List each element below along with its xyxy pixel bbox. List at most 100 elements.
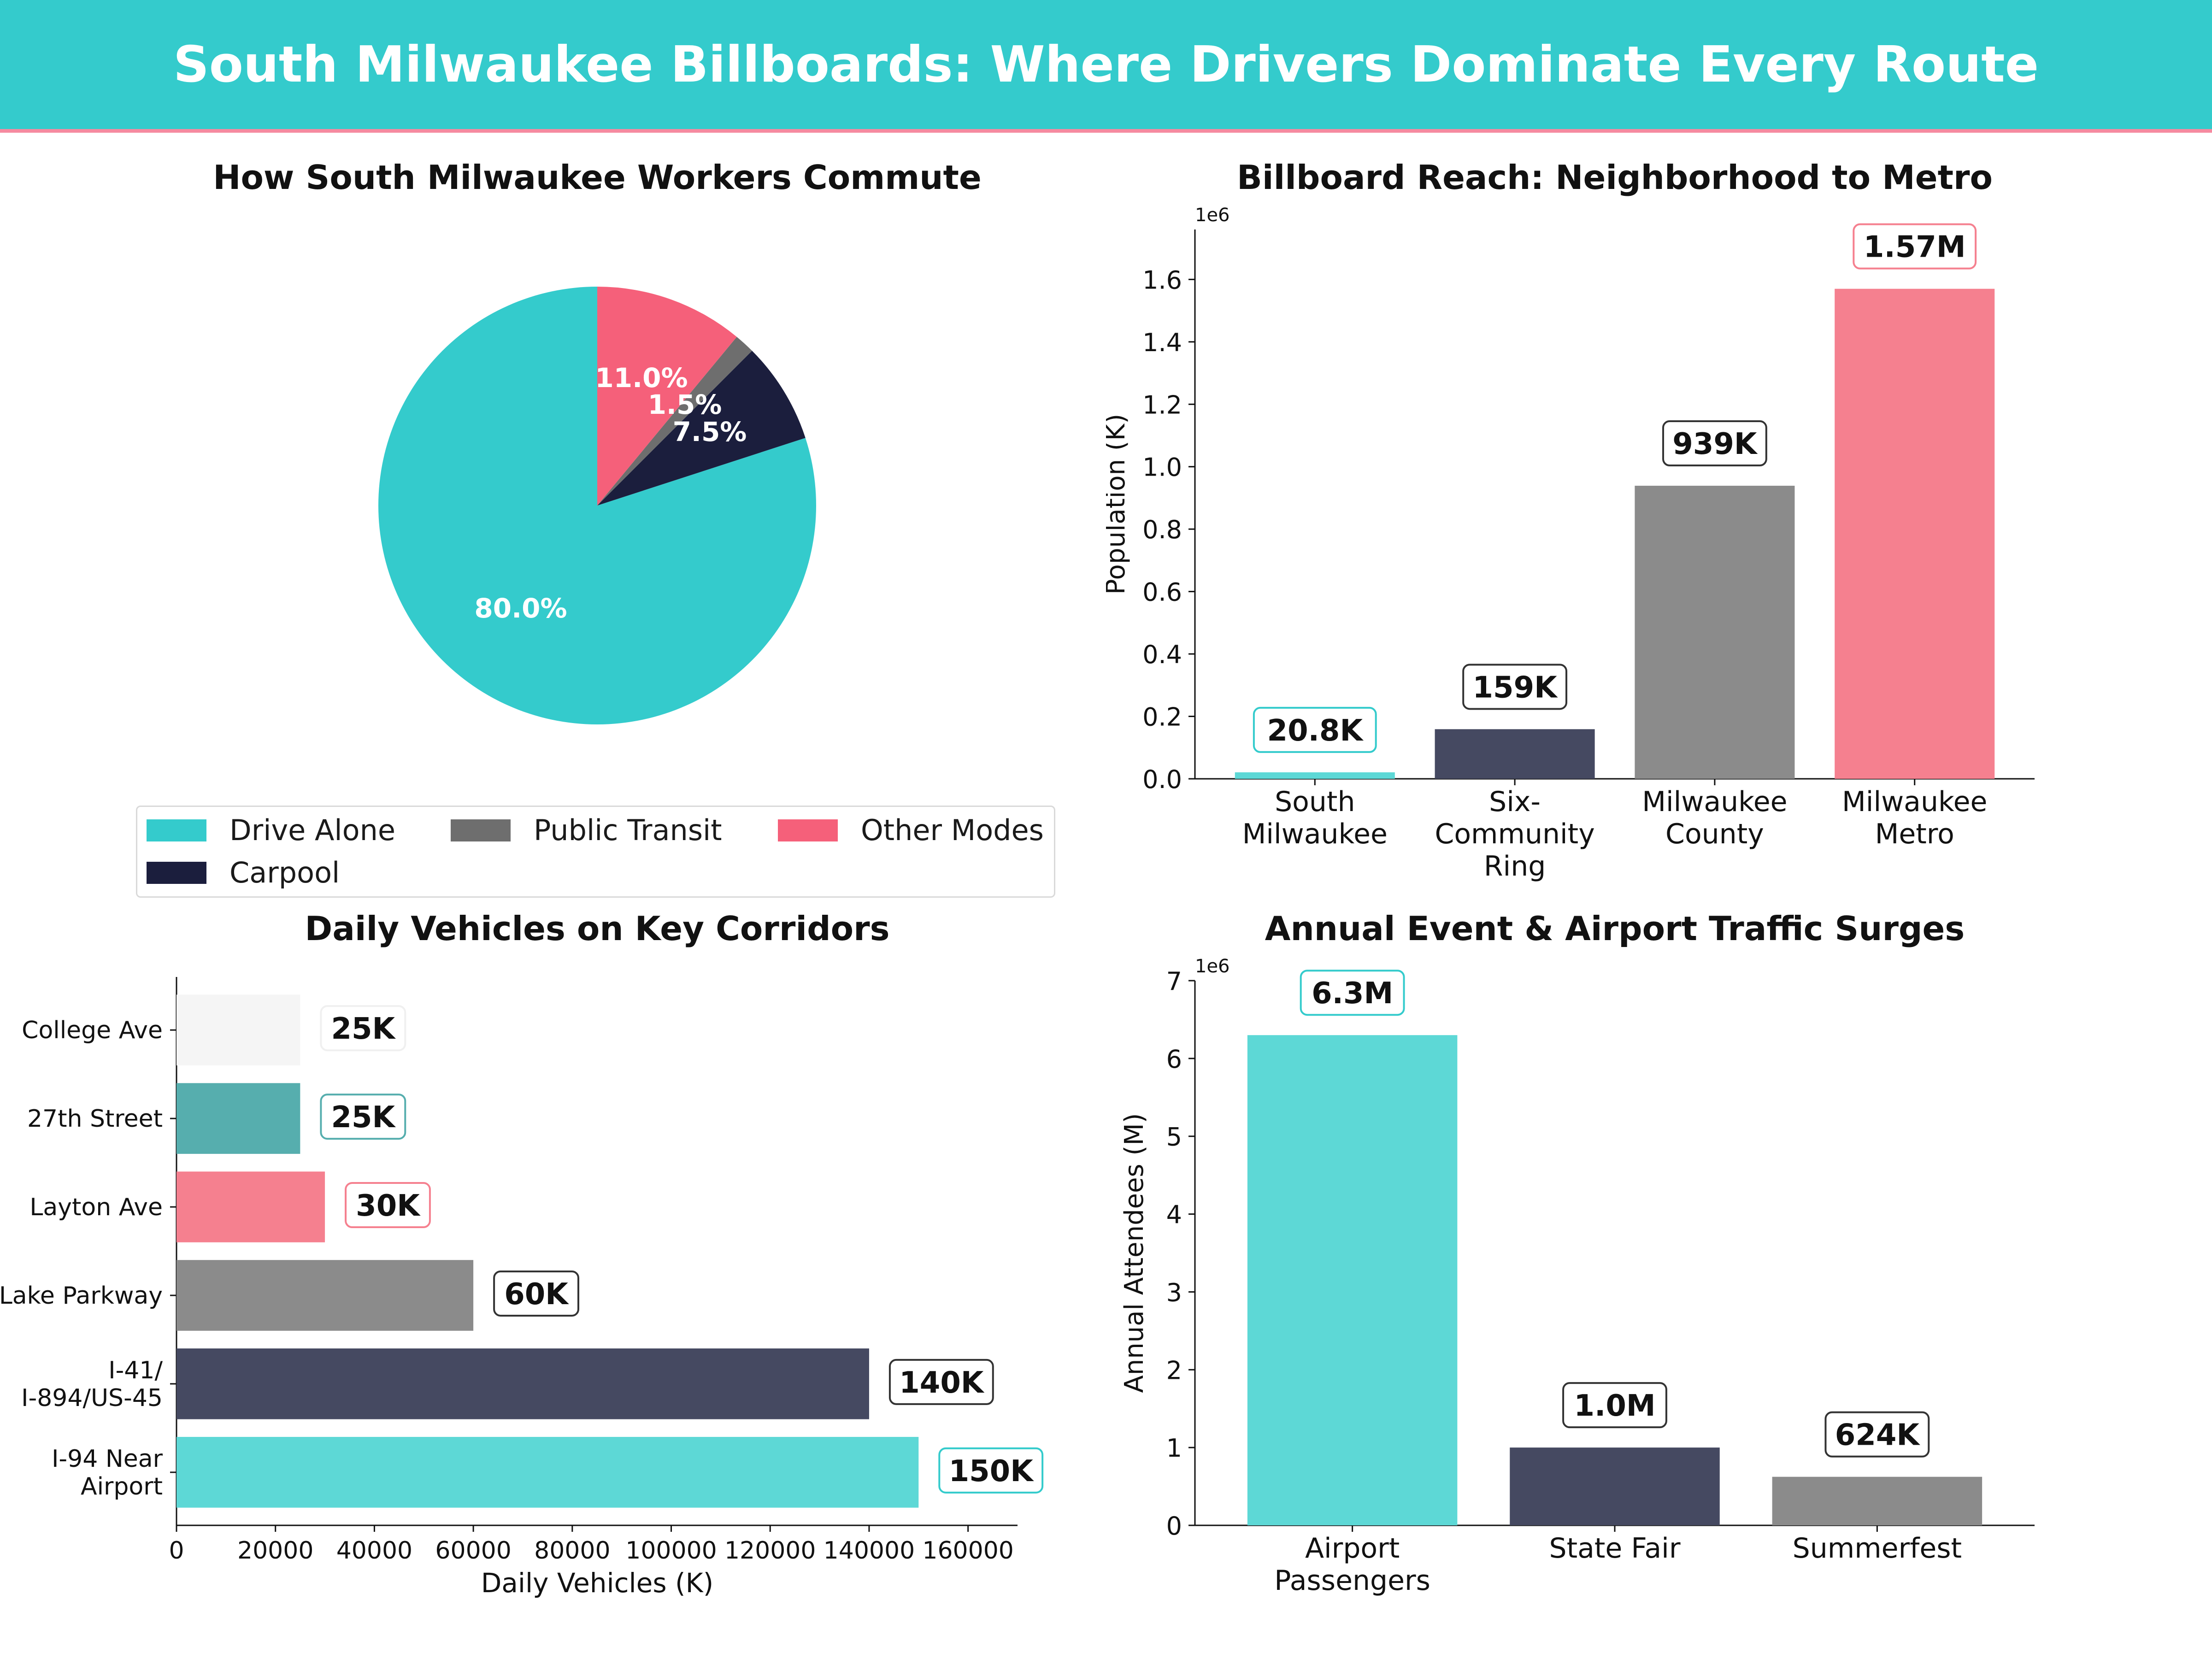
events-ytick-label: 0 — [1166, 1512, 1182, 1541]
events-bar — [1510, 1447, 1720, 1525]
corridors-xtick-label: 140000 — [824, 1537, 915, 1565]
header-underline — [0, 129, 2212, 133]
reach-value-label-text: 20.8K — [1267, 714, 1364, 748]
corridors-value-label-box — [493, 1270, 579, 1317]
reach-value-label: 1.57M — [1853, 223, 1977, 270]
header-banner — [0, 0, 2212, 129]
events-ytick-label: 1 — [1166, 1434, 1182, 1463]
events-value-label: 624K — [1824, 1411, 1930, 1458]
reach-value-label-box — [1662, 420, 1767, 467]
events-value-label: 6.3M — [1300, 970, 1405, 1016]
legend-swatch — [147, 861, 206, 884]
pie-label-drive-alone: 80.0% — [474, 593, 567, 624]
corridors-bar — [176, 1260, 474, 1331]
commute-legend: Drive Alone Public Transit Other Modes Carp… — [136, 806, 1055, 898]
reach-bar-chart: Billboard Reach: Neighborhood to Metro 1e… — [1106, 158, 2035, 882]
reach-value-label-box — [1462, 664, 1568, 710]
corridors-value-label: 25K — [320, 1005, 406, 1052]
pie-label-other-modes: 11.0% — [595, 362, 688, 394]
reach-value-label: 20.8K — [1253, 706, 1377, 753]
legend-label: Carpool — [229, 856, 340, 889]
reach-value-label-box — [1853, 223, 1977, 270]
reach-xtick-label: Milwaukee Metro — [1842, 786, 1987, 850]
commute-pie-chart: How South Milwaukee Workers Commute 80.0%… — [213, 158, 982, 725]
events-ylabel: Annual Attendees (M) — [1119, 1113, 1149, 1393]
reach-bar — [1435, 729, 1595, 779]
corridors-bar — [176, 1083, 300, 1154]
corridors-ytick-label: I-94 Near Airport — [52, 1445, 163, 1500]
reach-bar — [1835, 288, 1995, 779]
corridors-value-label: 150K — [938, 1447, 1044, 1494]
legend-item-drive-alone: Drive Alone — [147, 813, 395, 847]
corridors-ytick-label: I-41/I-894/US-45 — [21, 1357, 163, 1412]
pie-slice-drive-alone — [378, 287, 817, 725]
reach-ytick-label: 0.6 — [1142, 578, 1182, 607]
corridor-bar-chart: Daily Vehicles on Key Corridors 0 20000 400… — [0, 909, 1044, 1599]
reach-value-label: 939K — [1662, 420, 1767, 467]
corridors-value-label-text: 25K — [331, 1100, 396, 1135]
corridors-value-label-text: 60K — [504, 1277, 569, 1312]
corridors-bar — [176, 1437, 919, 1508]
events-value-label-text: 1.0M — [1574, 1389, 1655, 1423]
legend-swatch — [451, 819, 511, 841]
corridors-value-label-box — [888, 1359, 994, 1405]
corridors-xtick-label: 160000 — [922, 1537, 1014, 1565]
events-value-label-box — [1824, 1411, 1930, 1458]
reach-bar — [1235, 772, 1395, 779]
corridors-value-label-text: 140K — [899, 1366, 985, 1400]
commute-title: How South Milwaukee Workers Commute — [213, 158, 982, 197]
legend-swatch — [147, 819, 206, 841]
corridors-value-label: 60K — [493, 1270, 579, 1317]
corridors-title: Daily Vehicles on Key Corridors — [305, 909, 890, 948]
reach-ytick-label: 1.0 — [1142, 453, 1182, 482]
reach-offset-text: 1e6 — [1195, 205, 1230, 226]
reach-ytick-label: 1.2 — [1142, 390, 1182, 419]
events-value-label-text: 6.3M — [1312, 977, 1393, 1011]
pie-slice-other-modes — [597, 287, 737, 506]
reach-value-label-box — [1253, 706, 1377, 753]
events-ytick-label: 7 — [1166, 967, 1182, 996]
reach-xtick-label: Milwaukee County — [1642, 786, 1787, 850]
reach-value-label-text: 939K — [1672, 427, 1758, 461]
corridors-value-label-box — [345, 1182, 431, 1229]
corridors-xtick-label: 120000 — [724, 1537, 816, 1565]
events-bar — [1772, 1477, 1983, 1525]
legend-label: Public Transit — [534, 813, 722, 847]
events-bar — [1247, 1035, 1458, 1525]
reach-ytick-label: 0.2 — [1142, 703, 1182, 732]
events-ytick-label: 2 — [1166, 1356, 1182, 1385]
reach-value-label-text: 1.57M — [1864, 230, 1966, 265]
corridors-bar — [176, 1171, 325, 1242]
legend-label: Drive Alone — [229, 813, 396, 847]
corridors-xtick-label: 20000 — [237, 1537, 313, 1565]
corridors-value-label-box — [938, 1447, 1044, 1494]
corridors-bar — [176, 994, 300, 1065]
legend-item-public-transit: Public Transit — [451, 813, 722, 847]
corridors-value-label: 25K — [320, 1094, 406, 1140]
pie-label-carpool: 7.5% — [673, 416, 747, 447]
reach-xtick-label: Six-Community Ring — [1435, 786, 1594, 882]
corridors-xtick-label: 40000 — [336, 1537, 412, 1565]
events-value-label-box — [1562, 1382, 1667, 1429]
legend-item-other-modes: Other Modes — [778, 813, 1044, 847]
reach-ylabel: Population (K) — [1106, 414, 1131, 594]
corridors-value-label-text: 150K — [949, 1454, 1035, 1488]
corridors-xtick-label: 60000 — [435, 1537, 511, 1565]
corridors-value-label: 140K — [888, 1359, 994, 1405]
events-bar-chart: Annual Event & Airport Traffic Surges 1e6… — [1119, 909, 2035, 1597]
events-offset-text: 1e6 — [1195, 956, 1230, 977]
legend-label: Other Modes — [861, 813, 1044, 847]
reach-ytick-label: 1.6 — [1142, 265, 1182, 294]
events-value-label-box — [1300, 970, 1405, 1016]
legend-swatch — [778, 819, 838, 841]
corridors-ytick-label: College Ave — [22, 1017, 163, 1044]
events-ytick-label: 6 — [1166, 1045, 1182, 1074]
events-xtick-label: Summerfest — [1793, 1532, 1962, 1565]
events-ytick-label: 3 — [1166, 1278, 1182, 1307]
corridors-value-label-text: 30K — [356, 1189, 421, 1223]
events-xtick-label: Airport Passengers — [1274, 1532, 1430, 1597]
legend-item-carpool: Carpool — [147, 856, 340, 889]
reach-value-label-text: 159K — [1473, 671, 1559, 705]
corridors-value-label-box — [320, 1094, 406, 1140]
reach-ytick-label: 0.0 — [1142, 765, 1182, 794]
